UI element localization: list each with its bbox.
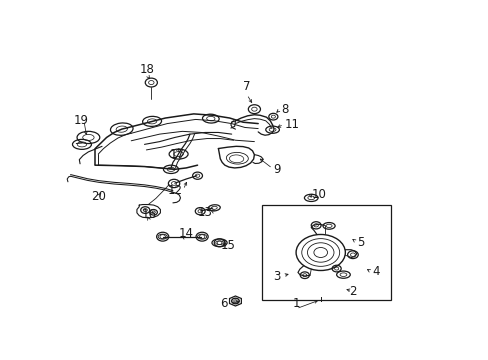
Text: 1: 1: [292, 297, 299, 310]
Text: 17: 17: [169, 148, 184, 161]
Text: 2: 2: [348, 285, 356, 298]
Text: 11: 11: [284, 118, 299, 131]
Text: 7: 7: [243, 80, 250, 93]
Text: 8: 8: [280, 103, 288, 116]
Text: 6: 6: [220, 297, 227, 310]
Text: 9: 9: [273, 163, 280, 176]
Text: 12: 12: [167, 184, 182, 197]
Text: 18: 18: [140, 63, 155, 76]
Text: 15: 15: [220, 239, 235, 252]
Text: 19: 19: [73, 114, 88, 127]
Text: 16: 16: [141, 208, 156, 221]
Text: 20: 20: [91, 190, 105, 203]
Text: 13: 13: [198, 206, 212, 219]
Text: 4: 4: [371, 265, 379, 278]
Bar: [262, 205, 390, 300]
Text: 10: 10: [311, 188, 325, 201]
Text: 5: 5: [356, 236, 364, 249]
Text: 14: 14: [178, 227, 193, 240]
Text: 3: 3: [273, 270, 280, 283]
